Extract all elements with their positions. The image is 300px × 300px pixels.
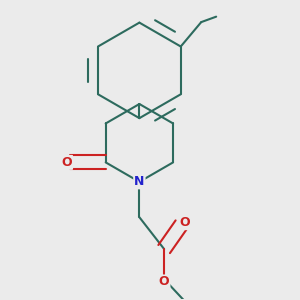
Text: O: O	[61, 156, 72, 169]
Text: N: N	[134, 175, 145, 188]
Text: O: O	[180, 216, 190, 229]
Text: O: O	[159, 275, 170, 289]
